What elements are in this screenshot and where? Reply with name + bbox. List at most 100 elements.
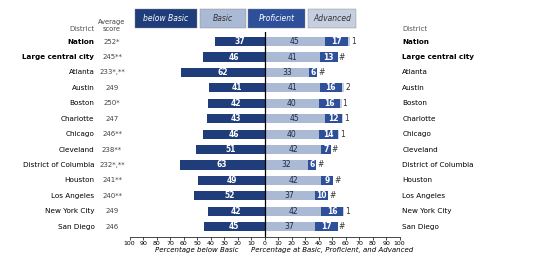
Text: 12: 12 [328, 114, 339, 123]
Text: 232*,**: 232*,** [99, 162, 125, 168]
Text: 45: 45 [290, 114, 300, 123]
Bar [179, 160, 265, 170]
Bar [265, 83, 320, 93]
Text: 62: 62 [218, 68, 228, 77]
Text: 52: 52 [224, 191, 235, 200]
Bar [314, 191, 328, 200]
Text: Proficient: Proficient [259, 14, 295, 23]
Bar [325, 114, 342, 123]
Bar [207, 114, 265, 123]
Text: 45: 45 [290, 37, 300, 46]
Text: 240**: 240** [102, 193, 122, 199]
Text: Charlotte: Charlotte [61, 116, 94, 122]
Text: 46: 46 [228, 53, 239, 62]
Bar [321, 145, 330, 154]
Bar [348, 37, 350, 46]
Text: 46: 46 [228, 130, 239, 139]
Text: 245**: 245** [102, 54, 122, 60]
Text: 40: 40 [287, 130, 296, 139]
Text: 14: 14 [323, 130, 333, 139]
Bar [265, 37, 325, 46]
Text: Cleveland: Cleveland [59, 146, 94, 153]
Text: Average
score: Average score [98, 19, 126, 32]
Text: Cleveland: Cleveland [402, 146, 438, 153]
Text: Atlanta: Atlanta [69, 69, 94, 75]
Text: Nation: Nation [402, 39, 429, 45]
Text: Houston: Houston [64, 178, 94, 183]
Bar [309, 68, 318, 77]
Text: Percentage below Basic: Percentage below Basic [156, 247, 239, 253]
Text: Large central city: Large central city [23, 54, 94, 60]
Bar [208, 207, 265, 216]
Text: #: # [319, 68, 325, 77]
Text: Percentage at Basic, Proficient, and Advanced: Percentage at Basic, Proficient, and Adv… [251, 247, 413, 253]
Text: Boston: Boston [402, 100, 427, 106]
Text: 42: 42 [288, 207, 298, 216]
Bar [321, 207, 343, 216]
Text: 16: 16 [324, 99, 335, 108]
Text: District of Columbia: District of Columbia [23, 162, 94, 168]
Bar [210, 83, 265, 93]
Text: 246**: 246** [102, 131, 122, 137]
Text: Austin: Austin [402, 85, 425, 91]
Text: Los Angeles: Los Angeles [402, 193, 446, 199]
Text: 1: 1 [340, 130, 345, 139]
Text: 9: 9 [325, 176, 330, 185]
Text: Chicago: Chicago [66, 131, 94, 137]
Text: 43: 43 [231, 114, 241, 123]
Bar [265, 176, 321, 185]
Bar [320, 83, 342, 93]
Text: 238**: 238** [102, 146, 122, 153]
Text: San Diego: San Diego [402, 224, 439, 230]
Text: 7: 7 [323, 145, 329, 154]
Bar [338, 129, 339, 139]
Bar [265, 68, 309, 77]
Text: District of Columbia: District of Columbia [402, 162, 474, 168]
Text: 42: 42 [288, 145, 298, 154]
Text: 6: 6 [309, 160, 314, 169]
Text: 13: 13 [323, 53, 334, 62]
Bar [265, 114, 325, 123]
Text: 16: 16 [327, 207, 338, 216]
Text: 42: 42 [231, 207, 241, 216]
Text: #: # [339, 222, 345, 231]
Text: 249: 249 [105, 208, 119, 214]
Text: 37: 37 [285, 222, 294, 231]
Text: 249: 249 [105, 85, 119, 91]
Text: 252*: 252* [104, 39, 120, 45]
Text: #: # [329, 191, 335, 200]
Bar [265, 222, 314, 231]
Text: 10: 10 [316, 191, 327, 200]
Text: 247: 247 [105, 116, 119, 122]
Bar [195, 145, 265, 154]
Bar [265, 207, 321, 216]
Text: #: # [332, 145, 338, 154]
Text: Atlanta: Atlanta [402, 69, 428, 75]
Bar [314, 222, 338, 231]
Bar [194, 191, 265, 200]
Text: 42: 42 [231, 99, 241, 108]
Text: 49: 49 [226, 176, 237, 185]
Text: Basic: Basic [213, 14, 233, 23]
Bar [265, 145, 321, 154]
Text: Advanced: Advanced [313, 14, 351, 23]
Bar [319, 129, 338, 139]
Text: New York City: New York City [45, 208, 94, 214]
Bar [202, 129, 265, 139]
Text: 40: 40 [287, 99, 296, 108]
Text: District: District [69, 26, 94, 32]
Bar [202, 52, 265, 62]
Text: 1: 1 [344, 114, 349, 123]
Text: 1: 1 [351, 37, 355, 46]
Text: 37: 37 [285, 191, 294, 200]
Text: 250*: 250* [104, 100, 120, 106]
Text: Chicago: Chicago [402, 131, 431, 137]
Bar [319, 99, 340, 108]
Text: New York City: New York City [402, 208, 452, 214]
Text: below Basic: below Basic [144, 14, 188, 23]
Text: Houston: Houston [402, 178, 433, 183]
Text: Austin: Austin [72, 85, 94, 91]
Text: 33: 33 [282, 68, 292, 77]
Text: 63: 63 [217, 160, 227, 169]
Text: Charlotte: Charlotte [402, 116, 436, 122]
